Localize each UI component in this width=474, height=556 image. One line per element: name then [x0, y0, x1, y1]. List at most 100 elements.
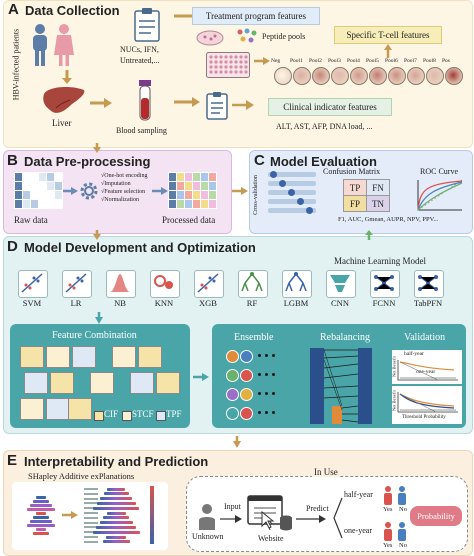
probability-label: Probability: [417, 511, 455, 521]
shap-feature-tick: [84, 516, 98, 519]
step-feature-selection: √Feature selection: [101, 189, 146, 195]
culture-items-text: NUCs, IFN, Untreated,...: [120, 45, 160, 65]
shap-feature-bar: [92, 530, 140, 534]
model-label: TabPFN: [413, 298, 443, 308]
feature-combination-cell: [90, 372, 114, 394]
cross-validation-label: Cross-validation: [253, 175, 259, 215]
arrow-steps-to-processed: [152, 187, 168, 195]
feature-combination-cell: [138, 346, 162, 368]
shap-feature-bar: [107, 487, 125, 491]
website-icon: [247, 495, 292, 531]
shap-feature-tick: [84, 497, 98, 500]
blood-sampling-label: Blood sampling: [116, 126, 167, 135]
gear-icon: [80, 182, 98, 200]
clinical-features-box: Clinical indicator features: [268, 98, 392, 116]
model-label: CNN: [331, 298, 349, 308]
model-label: KNN: [154, 298, 174, 308]
ensemble-ellipsis-dot: [265, 373, 268, 376]
ensemble-dot: [226, 350, 239, 363]
model-label: NB: [114, 298, 126, 308]
shap-feature-bar: [100, 497, 132, 501]
ensemble-ellipsis-dot: [258, 373, 261, 376]
model-icon-rf: [238, 270, 268, 298]
shap-colorbar: [150, 486, 154, 544]
patients-side-label: HBV-infected patients: [11, 28, 21, 101]
well-plate-icon: [206, 52, 250, 78]
cv-fold-bar: [268, 172, 316, 177]
model-icon-nb: [106, 270, 136, 298]
shap-feature-bar: [96, 501, 136, 505]
ensemble-ellipsis-dot: [265, 411, 268, 414]
shap-feature-bar: [99, 521, 133, 525]
ensemble-dot: [240, 407, 253, 420]
half-year-label: half-year: [344, 490, 373, 499]
shap-feature-tick: [84, 507, 98, 510]
arrow-wells-up: [384, 44, 392, 58]
rebalancing-title: Rebalancing: [320, 332, 370, 343]
rebalancing-icon: [310, 348, 372, 424]
section-letter-c: C: [254, 152, 265, 169]
section-title-d: Model Development and Optimization: [24, 240, 256, 255]
liver-label: Liver: [52, 118, 72, 128]
step-normalization: √Normalization: [101, 197, 139, 203]
shap-swarm-row: [33, 500, 49, 503]
shap-feature-tick: [84, 521, 98, 524]
liver-icon: [43, 86, 85, 113]
arrow-shap: [62, 511, 78, 519]
shap-swarm-row: [33, 516, 49, 519]
cv-fold-marker: [306, 207, 313, 214]
model-label: LR: [70, 298, 82, 308]
model-icon-tabpfn: [414, 270, 444, 298]
cm-cell-tp: TP: [343, 179, 367, 196]
feature-combination-cell: [68, 398, 92, 420]
input-label: Input: [224, 502, 241, 511]
elispot-well: [331, 67, 349, 85]
ensemble-ellipsis-dot: [258, 392, 261, 395]
cv-fold-bar: [268, 208, 316, 213]
evaluation-metrics: F1, AUC, Gmean, AUPR, NPV, PPV...: [338, 216, 439, 223]
ml-model-title: Machine Learning Model: [334, 256, 426, 266]
ensemble-dot: [226, 369, 239, 382]
well-label: Pool1: [290, 58, 303, 64]
probability-box: Probability: [410, 506, 462, 526]
legend-tpf: TPF: [166, 409, 182, 419]
in-use-title: In Use: [312, 467, 340, 477]
shap-feature-tick: [84, 488, 98, 490]
blood-tube-icon: [139, 80, 151, 121]
cv-fold-bar: [268, 199, 316, 204]
patients-icon: [33, 24, 74, 66]
ensemble-dot: [240, 369, 253, 382]
model-label: RF: [246, 298, 258, 308]
shap-feature-bar: [106, 511, 126, 515]
ensemble-ellipsis-dot: [258, 354, 261, 357]
validation-one-year-label: one-year: [416, 369, 436, 375]
roc-curve-icon: [417, 179, 463, 211]
legend-cif: CIF: [104, 409, 119, 419]
section-letter-d: D: [7, 238, 18, 255]
cm-cell-tn: TN: [366, 195, 390, 212]
net-benefit-label-bottom: Net Benefit: [391, 390, 397, 411]
arrow-plate-to-wells: [254, 57, 270, 65]
well-label: Pool2: [309, 58, 322, 64]
elispot-well: [445, 67, 463, 85]
well-label: Pool8: [423, 58, 436, 64]
ensemble-ellipsis-dot: [272, 373, 275, 376]
arrow-b-to-d: [93, 230, 101, 240]
tcell-features-label: Specific T-cell features: [346, 30, 430, 40]
peptide-pools-icon: [237, 28, 257, 43]
feature-combination-cell: [156, 372, 180, 394]
well-label: Pos: [442, 58, 450, 64]
model-icon-knn: [150, 270, 180, 298]
clinical-features-label: Clinical indicator features: [283, 102, 377, 112]
well-label: Pool6: [385, 58, 398, 64]
processed-data-cell: [208, 199, 217, 209]
cm-cell-fp: FP: [343, 195, 367, 212]
unknown-user-icon: [199, 504, 215, 530]
ensemble-dot: [226, 388, 239, 401]
feature-combination-cell: [130, 372, 154, 394]
cm-cell-fn: FN: [366, 179, 390, 196]
cv-fold-marker: [270, 171, 277, 178]
arrow-predict: [296, 515, 326, 523]
tcell-features-box: Specific T-cell features: [334, 26, 442, 44]
ensemble-ellipsis-dot: [272, 392, 275, 395]
